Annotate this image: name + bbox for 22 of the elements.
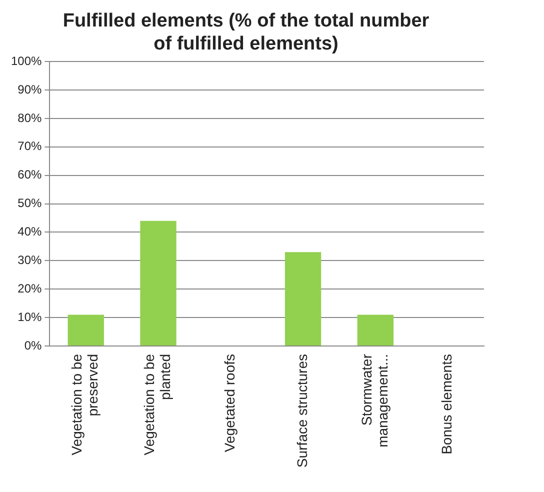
y-tick-label: 100% <box>10 54 42 68</box>
x-tick-label: Stormwater management... <box>358 354 390 448</box>
x-tick-label: Vegetated roofs <box>222 354 238 452</box>
x-tick-label: Vegetation to be planted <box>141 354 174 456</box>
bar <box>357 314 394 346</box>
chart-title: Fulfilled elements (% of the total number of fulfilled elements) <box>62 10 430 54</box>
bar <box>68 314 104 346</box>
y-tick-label: 40% <box>18 224 42 239</box>
y-tick-label: 30% <box>18 252 42 267</box>
y-tick-label: 60% <box>18 168 42 182</box>
y-tick-label: 20% <box>18 281 42 296</box>
x-tick-label: Vegetation to be preserved <box>68 354 101 456</box>
bar <box>284 252 322 346</box>
x-tick-label: Bonus elements <box>438 354 455 454</box>
y-tick-label: 90% <box>18 82 42 96</box>
y-tick-label: 0% <box>24 338 42 352</box>
y-tick-label: 70% <box>18 139 42 154</box>
y-tick-label: 50% <box>18 196 42 210</box>
y-tick-label: 10% <box>18 310 42 324</box>
y-tick-label: 80% <box>18 110 42 125</box>
x-tick-label: Surface structures <box>294 354 310 468</box>
bar <box>140 220 176 346</box>
